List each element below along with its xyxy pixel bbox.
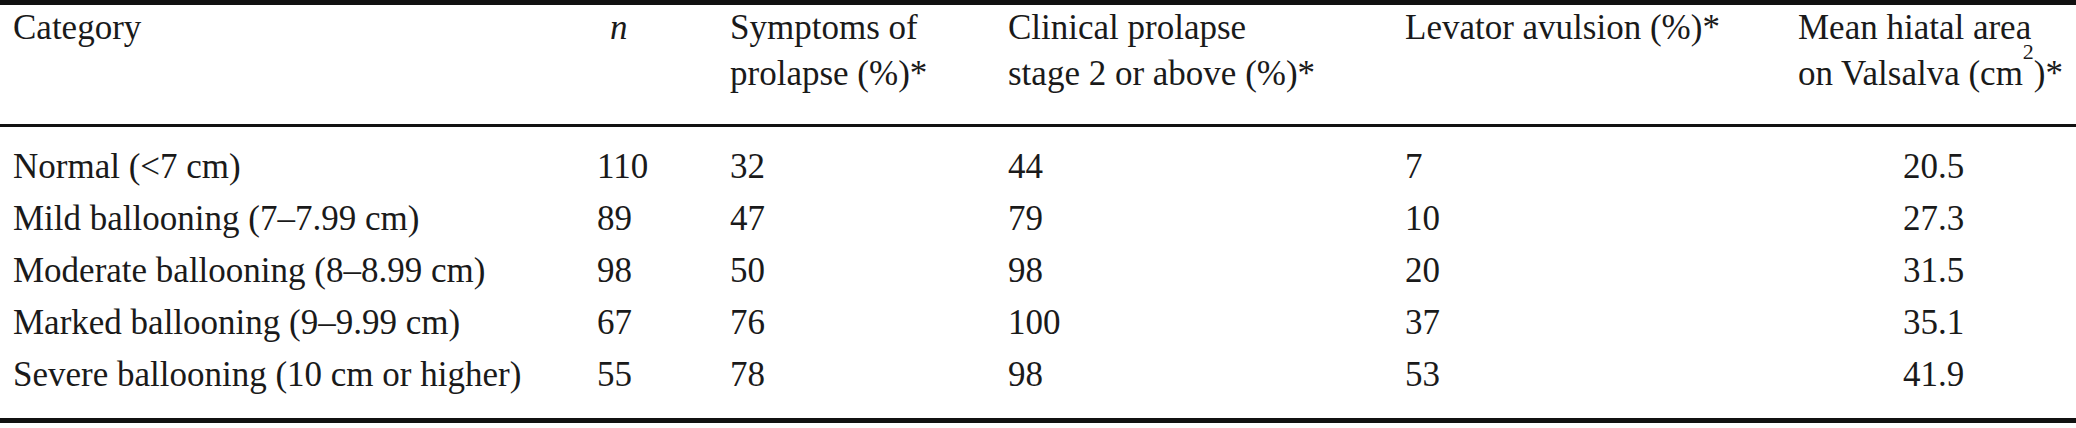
cell-n: 110 — [597, 125, 730, 193]
cell-clinical: 100 — [1008, 297, 1405, 349]
cell-category: Marked ballooning (9–9.99 cm) — [0, 297, 597, 349]
squared-superscript: 2 — [2023, 39, 2034, 64]
cell-symptoms: 47 — [730, 193, 1008, 245]
header-label-line1: Clinical prolapse — [1008, 5, 1405, 51]
cell-category: Mild ballooning (7–7.99 cm) — [0, 193, 597, 245]
paper-table-figure: Category n Symptoms of prolapse (%)* Cli… — [0, 0, 2076, 428]
header-label-line2: stage 2 or above (%)* — [1008, 51, 1405, 97]
cell-n: 98 — [597, 245, 730, 297]
cell-clinical: 98 — [1008, 349, 1405, 418]
cell-category: Normal (<7 cm) — [0, 125, 597, 193]
cell-symptoms: 76 — [730, 297, 1008, 349]
table-bottom-rule — [0, 418, 2076, 423]
cell-n: 89 — [597, 193, 730, 245]
ballooning-categories-table: Category n Symptoms of prolapse (%)* Cli… — [0, 5, 2076, 418]
cell-clinical: 79 — [1008, 193, 1405, 245]
header-label-line1: Mean hiatal area — [1798, 5, 2076, 51]
table-row-severe-ballooning: Severe ballooning (10 cm or higher) 55 7… — [0, 349, 2076, 418]
column-header-n: n — [597, 5, 730, 125]
header-label-line2-suffix: )* — [2034, 54, 2063, 93]
cell-symptoms: 78 — [730, 349, 1008, 418]
column-header-category: Category — [0, 5, 597, 125]
cell-symptoms: 50 — [730, 245, 1008, 297]
header-label: Category — [13, 5, 597, 51]
cell-levator: 53 — [1405, 349, 1798, 418]
cell-clinical: 98 — [1008, 245, 1405, 297]
table-header: Category n Symptoms of prolapse (%)* Cli… — [0, 5, 2076, 125]
table-row-moderate-ballooning: Moderate ballooning (8–8.99 cm) 98 50 98… — [0, 245, 2076, 297]
header-label-line2-text: on Valsalva (cm — [1798, 54, 2023, 93]
header-label-line1: Symptoms of — [730, 5, 1008, 51]
cell-n: 67 — [597, 297, 730, 349]
cell-hiatal: 27.3 — [1798, 193, 2076, 245]
table-row-marked-ballooning: Marked ballooning (9–9.99 cm) 67 76 100 … — [0, 297, 2076, 349]
cell-levator: 10 — [1405, 193, 1798, 245]
column-header-mean-hiatal-area: Mean hiatal area on Valsalva (cm2)* — [1798, 5, 2076, 125]
cell-category: Moderate ballooning (8–8.99 cm) — [0, 245, 597, 297]
header-label: Levator avulsion (%)* — [1405, 5, 1798, 51]
cell-category: Severe ballooning (10 cm or higher) — [0, 349, 597, 418]
column-header-symptoms-of-prolapse: Symptoms of prolapse (%)* — [730, 5, 1008, 125]
table-row-mild-ballooning: Mild ballooning (7–7.99 cm) 89 47 79 10 … — [0, 193, 2076, 245]
table-row-normal: Normal (<7 cm) 110 32 44 7 20.5 — [0, 125, 2076, 193]
header-label-line2: prolapse (%)* — [730, 51, 1008, 97]
cell-hiatal: 35.1 — [1798, 297, 2076, 349]
cell-symptoms: 32 — [730, 125, 1008, 193]
table-body: Normal (<7 cm) 110 32 44 7 20.5 Mild bal… — [0, 125, 2076, 418]
cell-clinical: 44 — [1008, 125, 1405, 193]
column-header-levator-avulsion: Levator avulsion (%)* — [1405, 5, 1798, 125]
cell-levator: 37 — [1405, 297, 1798, 349]
cell-hiatal: 31.5 — [1798, 245, 2076, 297]
header-label-line2: on Valsalva (cm2)* — [1798, 51, 2076, 97]
cell-n: 55 — [597, 349, 730, 418]
header-label: n — [610, 5, 730, 51]
cell-levator: 7 — [1405, 125, 1798, 193]
column-header-clinical-prolapse: Clinical prolapse stage 2 or above (%)* — [1008, 5, 1405, 125]
header-row: Category n Symptoms of prolapse (%)* Cli… — [0, 5, 2076, 125]
cell-hiatal: 41.9 — [1798, 349, 2076, 418]
cell-levator: 20 — [1405, 245, 1798, 297]
cell-hiatal: 20.5 — [1798, 125, 2076, 193]
